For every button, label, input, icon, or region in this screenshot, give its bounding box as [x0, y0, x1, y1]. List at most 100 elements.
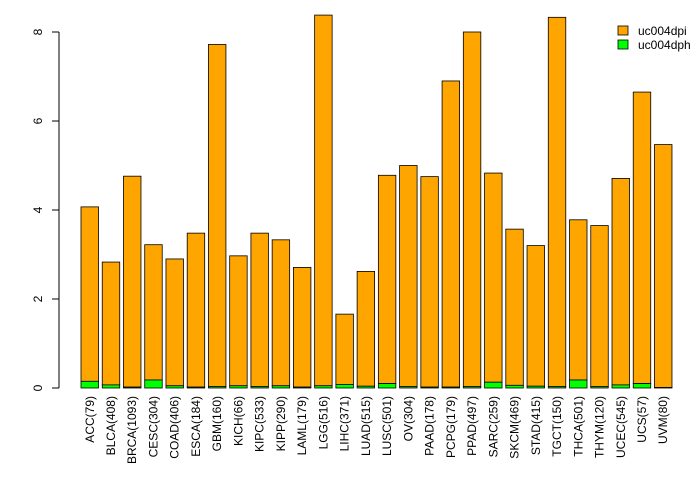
bar-segment-uc004dpi — [101, 261, 121, 386]
x-tick-label: ESCA(184) — [189, 396, 203, 457]
bar-segment-uc004dph — [526, 385, 545, 389]
bar-segment-uc004dph — [547, 386, 567, 389]
x-tick-label: PCPG(179) — [444, 396, 458, 458]
y-axis: 0 2 4 6 8 — [31, 28, 60, 391]
bar-segment-uc004dph — [314, 385, 333, 389]
bar-segment-uc004dpi — [165, 258, 184, 387]
bar-segment-uc004dpi — [250, 232, 269, 388]
bar-segment-uc004dpi — [420, 176, 439, 388]
bar-segment-uc004dph — [144, 379, 163, 389]
bar-segment-uc004dph — [420, 386, 439, 389]
bar-segment-uc004dph — [377, 383, 397, 389]
bar-segment-uc004dpi — [123, 175, 142, 388]
bar-segment-uc004dpi — [314, 14, 333, 387]
x-tick-label: ACC(79) — [83, 396, 97, 443]
bar-segment-uc004dpi — [271, 239, 291, 387]
bar-group — [80, 206, 99, 389]
bar-segment-uc004dpi — [377, 174, 397, 384]
legend-swatch — [617, 39, 629, 50]
bar-group — [611, 178, 630, 389]
bar-segment-uc004dph — [356, 385, 376, 389]
bar-segment-uc004dph — [441, 386, 460, 389]
bar-segment-uc004dpi — [654, 144, 673, 388]
bar-segment-uc004dpi — [484, 172, 503, 383]
bar-segment-uc004dpi — [590, 225, 609, 388]
bar-segment-uc004dph — [101, 384, 121, 389]
bar-segment-uc004dph — [590, 386, 609, 389]
bar-group — [186, 232, 206, 389]
bar-segment-uc004dpi — [335, 313, 354, 385]
bar-segment-uc004dpi — [611, 178, 630, 386]
bar-segment-uc004dph — [186, 386, 206, 389]
y-tick-label: 2 — [31, 295, 45, 302]
x-tick-label: UVM(80) — [656, 396, 670, 444]
legend-swatch — [617, 25, 629, 36]
bar-segment-uc004dph — [292, 386, 312, 389]
x-axis-labels: ACC(79) BLCA(408) BRCA(1093) CESC(304) COAD(… — [83, 396, 670, 464]
x-tick-label: PAAD(178) — [423, 396, 437, 456]
bar-group — [654, 144, 673, 389]
bar-group — [399, 165, 418, 389]
bar-group — [144, 244, 163, 389]
y-tick-label: 0 — [31, 384, 45, 391]
x-tick-label: UCS(57) — [635, 396, 649, 443]
bar-group — [335, 313, 354, 389]
y-tick-label: 4 — [31, 206, 45, 213]
bar-segment-uc004dph — [271, 385, 291, 389]
bar-segment-uc004dpi — [505, 228, 524, 386]
bar-group — [292, 267, 312, 389]
bar-segment-uc004dpi — [356, 271, 376, 387]
bar-segment-uc004dph — [611, 384, 630, 389]
bar-segment-uc004dpi — [569, 219, 588, 381]
bar-segment-uc004dpi — [144, 244, 163, 381]
x-tick-label: BRCA(1093) — [125, 396, 139, 464]
x-tick-label: LUSC(501) — [380, 396, 394, 456]
bar-group — [569, 219, 588, 389]
bar-segment-uc004dpi — [632, 91, 652, 384]
bar-group — [250, 232, 269, 389]
bar-group — [462, 31, 482, 389]
x-tick-label: KIPC(533) — [253, 396, 267, 452]
bar-segment-uc004dph — [229, 385, 248, 389]
legend-item: uc004dph — [617, 38, 691, 52]
bar-segment-uc004dph — [505, 384, 524, 389]
bar-group — [505, 228, 524, 389]
x-tick-label: LUAD(515) — [359, 396, 373, 456]
bar-segment-uc004dpi — [547, 16, 567, 388]
bar-group — [420, 176, 439, 389]
bar-segment-uc004dpi — [399, 165, 418, 388]
x-tick-label: KICH(66) — [231, 396, 245, 446]
bar-group — [208, 44, 227, 389]
bar-segment-uc004dpi — [208, 44, 227, 388]
x-tick-label: LGG(516) — [316, 396, 330, 449]
x-tick-label: CESC(304) — [146, 396, 160, 457]
x-tick-label: LAML(179) — [295, 396, 309, 455]
bar-segment-uc004dpi — [526, 245, 545, 387]
legend-item: uc004dpi — [617, 24, 687, 38]
bar-segment-uc004dph — [632, 383, 652, 389]
x-tick-label: COAD(406) — [168, 396, 182, 459]
x-tick-label: OV(304) — [401, 396, 415, 441]
x-tick-label: THCA(501) — [571, 396, 585, 457]
bar-group — [271, 239, 291, 389]
bar-group — [526, 245, 545, 389]
bar-segment-uc004dph — [484, 381, 503, 389]
bars-layer — [80, 14, 673, 389]
bar-group — [484, 172, 503, 389]
bar-segment-uc004dpi — [462, 31, 482, 388]
bar-group — [547, 16, 567, 389]
x-tick-label: THYM(120) — [593, 396, 607, 458]
bar-group — [101, 261, 121, 389]
x-tick-label: SKCM(469) — [508, 396, 522, 459]
bar-segment-uc004dph — [165, 385, 184, 389]
bar-segment-uc004dph — [250, 386, 269, 389]
bar-group — [123, 175, 142, 389]
x-tick-label: SARC(259) — [486, 396, 500, 457]
x-tick-label: BLCA(408) — [104, 396, 118, 455]
bar-segment-uc004dpi — [441, 80, 460, 388]
bar-segment-uc004dph — [462, 386, 482, 389]
bar-segment-uc004dph — [80, 380, 99, 389]
